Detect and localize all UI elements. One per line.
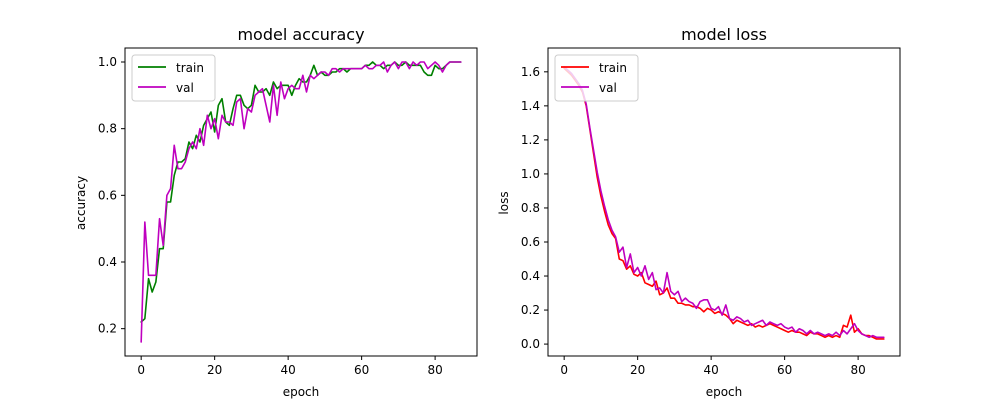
series-line-val <box>140 61 462 343</box>
y-tick-label: 1.4 <box>521 99 540 113</box>
y-tick-label: 0.4 <box>98 255 117 269</box>
y-tick-label: 1.6 <box>521 65 540 79</box>
x-tick-label: 40 <box>703 363 718 377</box>
loss-chart: model loss epoch loss 0 20 40 60 80 0.00.20.… <box>497 25 901 399</box>
x-tick-label: 20 <box>207 363 222 377</box>
plot-frame <box>547 47 901 357</box>
chart-title: model accuracy <box>237 25 364 44</box>
x-ticks: 0 20 40 60 80 <box>560 356 866 377</box>
x-axis-label: epoch <box>706 385 743 399</box>
x-tick-label: 0 <box>560 363 568 377</box>
y-ticks: 0.2 0.4 0.6 0.8 1.0 <box>98 55 125 336</box>
series-line-val <box>563 65 885 339</box>
y-tick-label: 0.6 <box>521 235 540 249</box>
y-tick-label: 0.4 <box>521 269 540 283</box>
y-tick-label: 1.0 <box>98 55 117 69</box>
x-tick-label: 0 <box>137 363 145 377</box>
x-tick-label: 60 <box>777 363 792 377</box>
y-tick-label: 0.2 <box>521 303 540 317</box>
y-ticks: 0.0 0.2 0.4 0.6 0.8 1.0 1.2 1.4 1.6 <box>521 65 548 351</box>
x-ticks: 0 20 40 60 80 <box>137 356 443 377</box>
legend-label-val: val <box>599 81 617 95</box>
legend-label-val: val <box>176 81 194 95</box>
y-tick-label: 0.0 <box>521 337 540 351</box>
series-line-train <box>563 67 885 340</box>
x-tick-label: 80 <box>850 363 865 377</box>
x-tick-label: 40 <box>280 363 295 377</box>
y-axis-label: accuracy <box>74 176 88 230</box>
x-axis-label: epoch <box>283 385 320 399</box>
legend: train val <box>131 54 216 102</box>
y-tick-label: 1.2 <box>521 133 540 147</box>
y-tick-label: 1.0 <box>521 167 540 181</box>
x-tick-label: 80 <box>427 363 442 377</box>
y-tick-label: 0.8 <box>521 201 540 215</box>
chart-title: model loss <box>681 25 767 44</box>
series-lines <box>140 61 462 343</box>
legend-label-train: train <box>176 61 204 75</box>
series-lines <box>563 65 885 340</box>
y-tick-label: 0.2 <box>98 322 117 336</box>
x-tick-label: 60 <box>354 363 369 377</box>
legend: train val <box>554 54 639 102</box>
legend-label-train: train <box>599 61 627 75</box>
x-tick-label: 20 <box>630 363 645 377</box>
accuracy-chart: model accuracy epoch accuracy 0 20 40 60 80 … <box>74 25 478 399</box>
plot-frame <box>124 47 478 357</box>
y-tick-label: 0.6 <box>98 188 117 202</box>
y-axis-label: loss <box>497 191 511 214</box>
y-tick-label: 0.8 <box>98 122 117 136</box>
